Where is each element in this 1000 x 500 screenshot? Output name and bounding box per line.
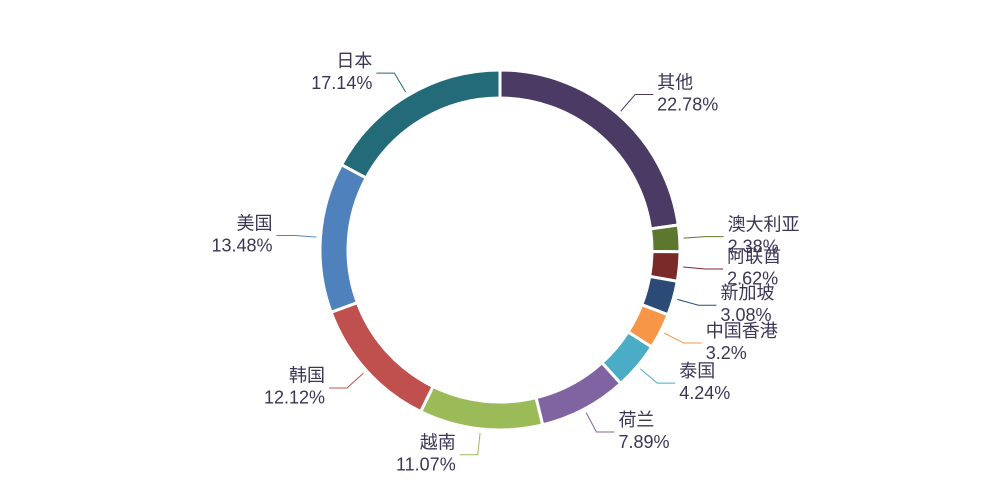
- slice-label: 澳大利亚: [728, 214, 800, 234]
- value-label: 7.89%: [618, 432, 669, 452]
- value-label: 4.24%: [679, 383, 730, 403]
- value-label: 3.2%: [706, 343, 747, 363]
- value-label: 11.07%: [396, 455, 456, 475]
- leader-line: [276, 235, 317, 238]
- slice-label: 阿联酋: [727, 247, 781, 267]
- slice-label: 日本: [336, 51, 372, 71]
- value-label: 13.48%: [211, 235, 272, 255]
- slice: [648, 223, 682, 254]
- slice-label: 泰国: [679, 361, 715, 381]
- value-label: 22.78%: [657, 94, 718, 114]
- slice: [329, 300, 436, 414]
- slice-label: 美国: [237, 213, 273, 233]
- value-label: 12.12%: [264, 388, 325, 408]
- slice-label: 中国香港: [706, 321, 778, 341]
- leader-line: [640, 368, 676, 384]
- slice: [339, 68, 502, 180]
- slice-label: 其他: [657, 72, 693, 92]
- slice-label: 越南: [420, 433, 456, 453]
- value-label: 3.08%: [720, 305, 771, 325]
- leader-line: [663, 332, 702, 344]
- leader-line: [376, 72, 407, 93]
- leader-line: [459, 432, 481, 456]
- value-label: 2.62%: [727, 269, 778, 289]
- slice-label: 新加坡: [720, 283, 774, 303]
- slice: [534, 360, 623, 427]
- slice: [418, 384, 545, 432]
- leader-line: [677, 298, 717, 306]
- leader-line: [585, 412, 615, 433]
- leader-line: [329, 372, 364, 389]
- value-label: 17.14%: [311, 73, 372, 93]
- value-label: 2.38%: [728, 236, 779, 256]
- leader-line: [683, 236, 724, 239]
- slice: [318, 162, 369, 315]
- leader-line: [683, 266, 724, 270]
- leader-line: [620, 94, 654, 112]
- slice: [498, 68, 680, 231]
- slice-label: 韩国: [289, 366, 325, 386]
- slice-label: 荷兰: [618, 410, 654, 430]
